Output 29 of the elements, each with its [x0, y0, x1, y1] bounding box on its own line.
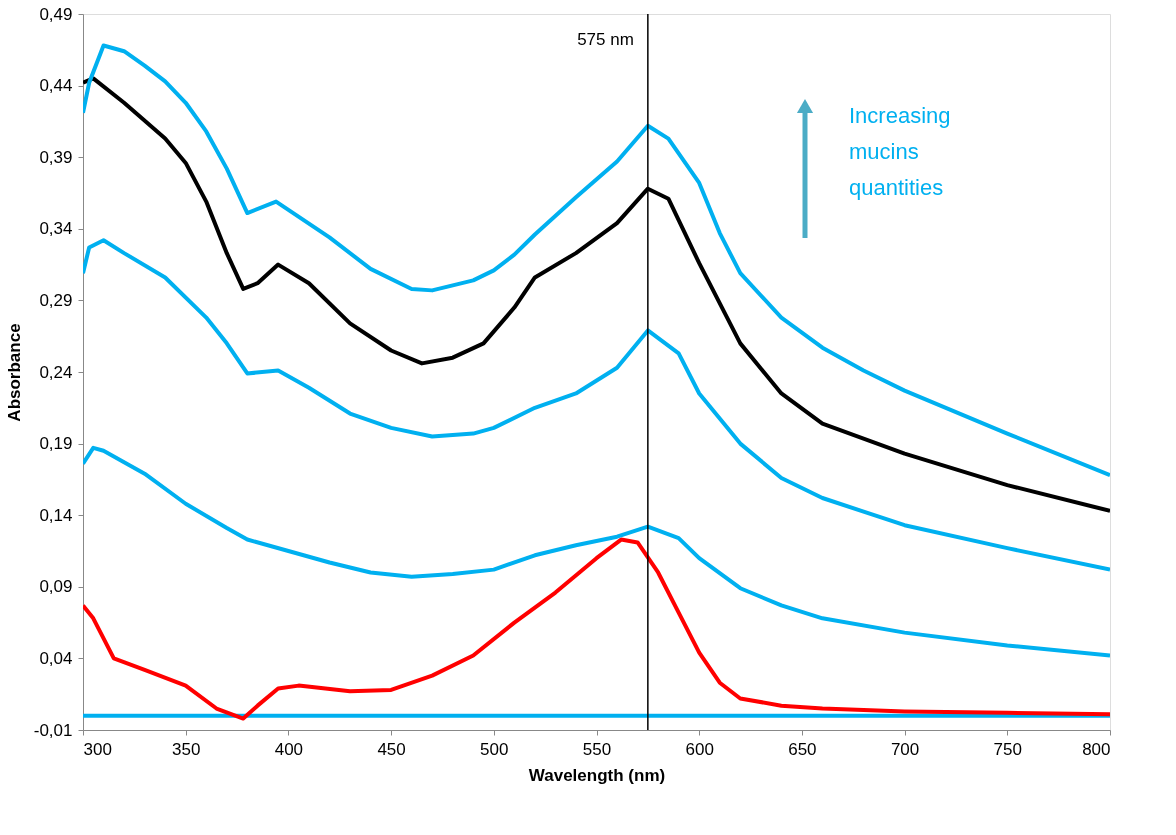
- x-tick-label: 650: [788, 739, 817, 759]
- y-tick-label: 0,29: [39, 290, 73, 310]
- x-tick-label: 750: [993, 739, 1022, 759]
- line-series: [83, 238, 1110, 572]
- x-tick-label: 550: [582, 739, 612, 759]
- x-axis-title: Wavelength (nm): [528, 765, 666, 785]
- annotation: Increasing mucins quantities: [849, 103, 951, 200]
- y-axis-title: Absorbance: [4, 323, 24, 422]
- y-tick-label: 0,14: [39, 505, 73, 525]
- y-tick-label: -0,01: [33, 720, 73, 740]
- line-series: [83, 537, 1110, 721]
- ref-line-label: 575 nm: [577, 30, 634, 49]
- x-tick-label: 450: [377, 739, 406, 759]
- x-tick-label: 600: [685, 739, 714, 759]
- y-tick-label: 0,19: [39, 434, 73, 454]
- y-tick-label: 0,49: [39, 4, 73, 24]
- y-tick-label: 0,44: [39, 76, 73, 96]
- x-tick-label: 350: [172, 739, 201, 759]
- y-tick-label: 0,34: [39, 219, 73, 239]
- x-tick-label: 700: [890, 739, 920, 759]
- x-tick-label: 400: [274, 739, 304, 759]
- y-tick-label: 0,04: [39, 648, 73, 668]
- y-tick-label: 0,24: [39, 362, 73, 382]
- x-tick-label: 300: [83, 739, 112, 759]
- x-tick-label: 500: [480, 739, 509, 759]
- y-tick-label: 0,39: [39, 147, 73, 167]
- line-series: [83, 445, 1110, 658]
- y-tick-label: 0,09: [39, 577, 73, 597]
- x-tick-label: 800: [1082, 739, 1111, 759]
